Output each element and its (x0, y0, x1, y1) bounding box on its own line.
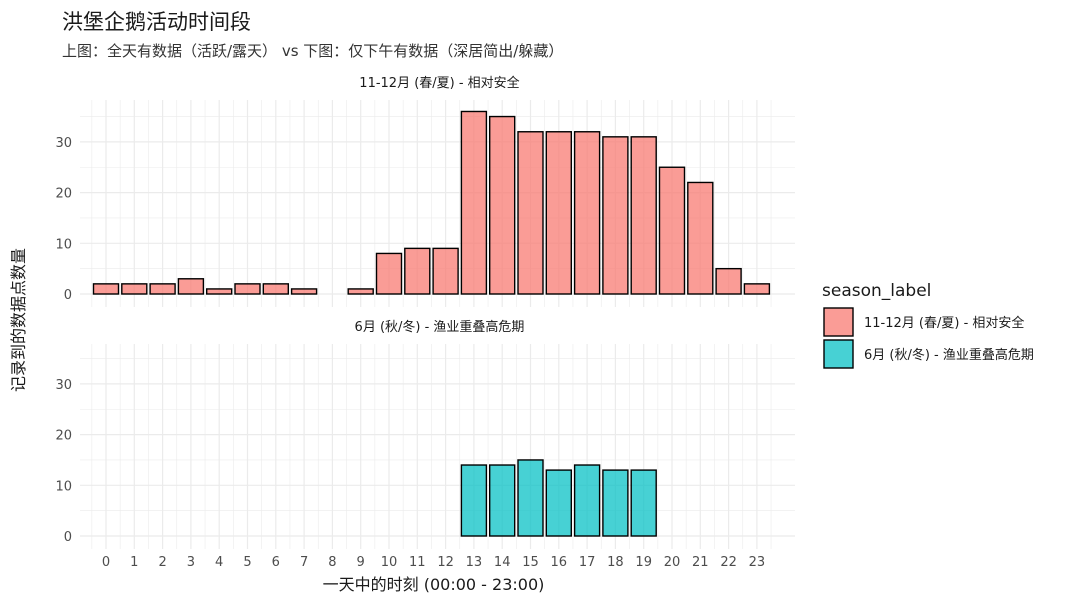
bar-1-15 (517, 131, 544, 295)
bar-1-6 (262, 283, 289, 295)
bar-1-2 (149, 283, 176, 295)
x-tick-label: 18 (607, 555, 624, 570)
legend-key-2 (823, 339, 854, 369)
bar-2-15 (517, 459, 544, 537)
x-tick-label: 8 (328, 555, 336, 570)
y-tick-label: 30 (55, 378, 72, 393)
x-tick-label: 14 (494, 555, 511, 570)
bar-1-10 (375, 252, 403, 295)
bar-1-14 (489, 115, 516, 295)
x-tick-label: 6 (272, 555, 280, 570)
x-tick-label: 17 (579, 555, 596, 570)
facet-strip-label-1: 11-12月 (春/夏) - 相对安全 (359, 75, 519, 91)
x-tick-label: 9 (357, 555, 365, 570)
bar-1-3 (177, 278, 205, 295)
bar-1-20 (658, 166, 686, 295)
bar-2-19 (630, 469, 657, 537)
bar-2-16 (545, 469, 572, 537)
bar-1-18 (602, 136, 629, 295)
legend-key-1 (823, 307, 854, 337)
x-tick-label: 15 (522, 555, 539, 570)
legend-label-2: 6月 (秋/冬) - 渔业重叠高危期 (864, 347, 1034, 363)
x-tick-label: 16 (551, 555, 568, 570)
bar-1-1 (121, 283, 148, 295)
bar-1-7 (290, 288, 318, 295)
y-axis-title: 记录到的数据点数量 (9, 248, 28, 392)
x-tick-label: 3 (187, 555, 195, 570)
x-tick-label: 1 (130, 555, 138, 570)
chart-title: 洪堡企鹅活动时间段 (62, 10, 251, 34)
bar-1-4 (205, 288, 233, 295)
bar-1-16 (545, 131, 572, 295)
legend-title: season_label (822, 281, 931, 301)
y-tick-label: 10 (55, 479, 72, 494)
y-tick-label: 20 (55, 429, 72, 444)
x-tick-label: 5 (243, 555, 251, 570)
bar-1-5 (234, 283, 261, 295)
x-tick-label: 11 (409, 555, 426, 570)
x-tick-label: 23 (749, 555, 766, 570)
bar-1-17 (573, 131, 601, 295)
y-tick-label: 0 (64, 288, 72, 303)
x-tick-label: 22 (720, 555, 737, 570)
chart-subtitle: 上图：全天有数据（活跃/露天） vs 下图：仅下午有数据（深居简出/躲藏） (62, 42, 564, 60)
bar-2-17 (573, 464, 601, 537)
bar-1-23 (743, 283, 771, 295)
bar-2-18 (602, 469, 629, 537)
x-axis-title: 一天中的时刻 (00:00 - 23:00) (323, 575, 545, 594)
bar-1-11 (404, 247, 431, 295)
x-tick-label: 10 (381, 555, 398, 570)
bar-1-13 (460, 110, 488, 295)
bar-1-21 (687, 181, 714, 295)
x-tick-label: 0 (102, 555, 110, 570)
x-tick-label: 12 (437, 555, 454, 570)
y-tick-label: 10 (55, 237, 72, 252)
bar-2-14 (489, 464, 516, 537)
legend-label-1: 11-12月 (春/夏) - 相对安全 (864, 315, 1024, 331)
bar-2-13 (460, 464, 488, 537)
bar-1-12 (432, 247, 459, 295)
x-tick-label: 20 (664, 555, 681, 570)
x-tick-label: 19 (635, 555, 652, 570)
x-tick-label: 4 (215, 555, 223, 570)
y-tick-label: 0 (64, 530, 72, 545)
x-tick-label: 21 (692, 555, 709, 570)
facet-strip-label-2: 6月 (秋/冬) - 渔业重叠高危期 (355, 319, 525, 335)
bar-1-9 (347, 288, 374, 295)
y-tick-label: 20 (55, 187, 72, 202)
bar-1-22 (715, 267, 742, 295)
x-tick-label: 13 (466, 555, 483, 570)
bar-1-19 (630, 136, 657, 295)
x-tick-label: 7 (300, 555, 308, 570)
x-tick-label: 2 (158, 555, 166, 570)
bar-1-0 (92, 283, 120, 295)
y-tick-label: 30 (55, 136, 72, 151)
